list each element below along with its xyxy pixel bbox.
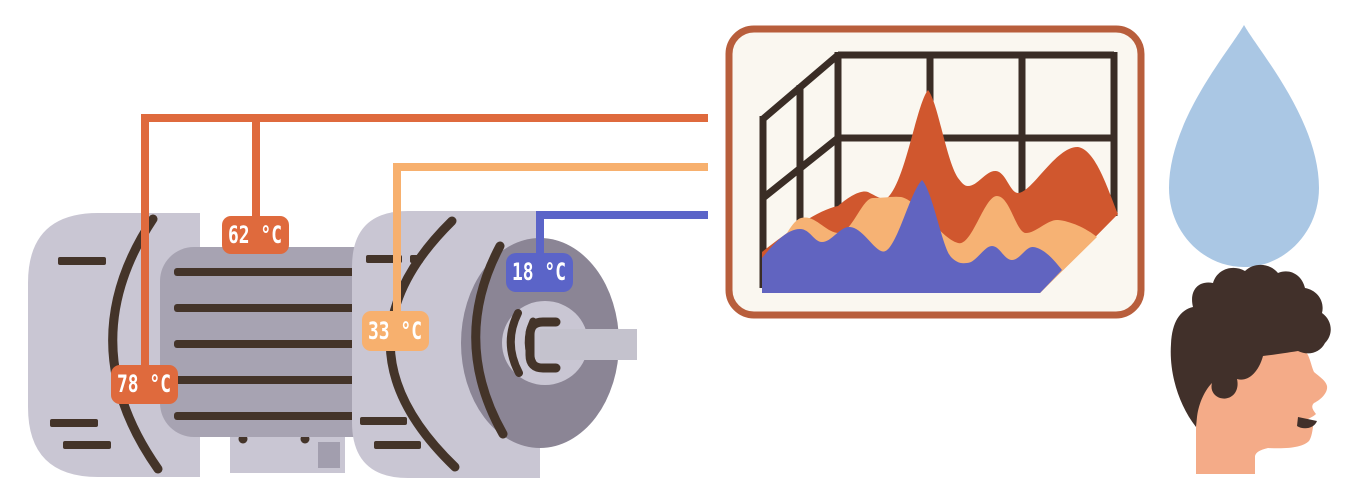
motor-detail-dash <box>63 441 111 449</box>
sensor-tag-62-value: 62 °C <box>228 221 282 249</box>
motor-hub-arc-outer <box>506 309 523 377</box>
temperature-chart-panel <box>725 25 1145 319</box>
water-drop-icon <box>1169 25 1319 267</box>
motor-foot-notch <box>318 442 340 468</box>
wire-blue <box>536 211 708 258</box>
sensor-tag-33-value: 33 °C <box>368 317 422 345</box>
human-head-profile <box>1170 264 1331 474</box>
sensor-tag-18-value: 18 °C <box>512 258 566 286</box>
sensor-tag-18: 18 °C <box>506 253 573 292</box>
motor-rear-cap-arc <box>108 214 163 474</box>
motor-shaft-bracket <box>525 317 561 373</box>
motor-detail-dash <box>360 417 407 425</box>
chart-area-blue <box>762 180 1062 293</box>
motor-shaft <box>540 329 637 360</box>
sensor-tag-33: 33 °C <box>362 311 429 351</box>
head-hair <box>1170 264 1331 427</box>
motor-detail-dash <box>374 441 421 449</box>
motor-front-disc-rim-arc <box>471 241 508 439</box>
wire-orange <box>141 114 708 372</box>
electric-motor <box>28 211 637 478</box>
motor-detail-dash <box>410 255 423 263</box>
sensor-labels: 62 °C 78 °C 33 °C 18 °C <box>111 216 573 404</box>
wire-peach <box>393 163 708 316</box>
head-mouth <box>1297 417 1317 429</box>
motor-detail-dash <box>50 419 98 427</box>
motor-detail-dash <box>58 257 106 265</box>
sensor-wires <box>141 114 708 372</box>
sensor-tag-62: 62 °C <box>222 216 289 254</box>
sensor-tag-78-value: 78 °C <box>117 370 171 398</box>
sensor-tag-78: 78 °C <box>111 365 178 404</box>
